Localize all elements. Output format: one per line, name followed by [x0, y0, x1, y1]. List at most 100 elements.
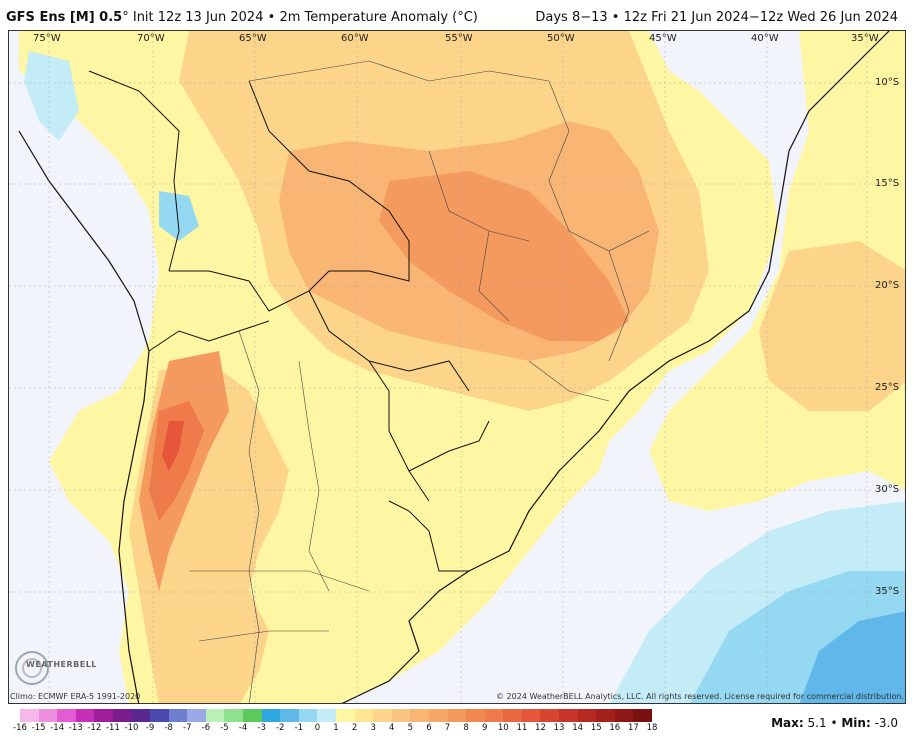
colorbar-cell: [187, 709, 207, 722]
colorbar-cell: [131, 709, 151, 722]
colorbar-cell: [38, 709, 58, 722]
country-borders: [88, 70, 490, 572]
lon-label-50w: 50°W: [547, 33, 575, 44]
colorbar-label: 15: [590, 723, 602, 733]
colorbar-cell: [75, 709, 95, 722]
colorbar-label: 7: [444, 723, 451, 733]
anomaly-area-andes-light-blue: [24, 51, 79, 141]
colorbar-cell: [521, 709, 541, 722]
colorbar-label: 1: [333, 723, 339, 733]
colorbar-cell: [373, 709, 393, 722]
colorbar-cell: [484, 709, 504, 722]
max-label: Max:: [771, 716, 804, 730]
climo-note: Climo: ECMWF ERA-5 1991-2020: [10, 692, 141, 701]
colorbar-label: 9: [481, 723, 488, 733]
colorbar-label: 11: [516, 723, 528, 733]
coastline: [18, 31, 890, 703]
lon-label-70w: 70°W: [137, 33, 165, 44]
colorbar-label: -4: [238, 723, 248, 733]
logo-text: WEATHERBELL: [26, 660, 97, 669]
lon-label-45w: 45°W: [649, 33, 677, 44]
title-separator: •: [267, 10, 276, 25]
anomaly-area-red: [162, 421, 184, 471]
variable-name: 2m Temperature Anomaly (°C): [279, 10, 478, 25]
colorbar-label: 4: [389, 723, 395, 733]
lat-label-35s: 35°S: [875, 586, 900, 597]
colorbar-cell: [57, 709, 77, 722]
colorbar-cell: [224, 709, 244, 722]
header: GFS Ens [M] 0.5° Init 12z 13 Jun 2024 • …: [0, 0, 914, 30]
stats: Max: 5.1 • Min: -3.0: [771, 716, 898, 730]
weatherbell-logo: WEATHERBELL: [12, 648, 96, 688]
anomaly-area-light-orange-sea: [759, 241, 905, 411]
colorbar-label: 14: [572, 723, 584, 733]
colorbar-cell: [577, 709, 597, 722]
lat-label-10s: 10°S: [875, 77, 900, 88]
anomaly-area-andes-blue: [159, 191, 199, 241]
lon-label-60w: 60°W: [341, 33, 369, 44]
colorbar-cell: [168, 709, 188, 722]
colorbar-labels: -16 -15 -14 -13 -12 -11 -10 -9 -8 -7 -6 -5 -4 -3 -2 -1 0…: [13, 723, 660, 735]
colorbar-label: -14: [50, 723, 65, 733]
degree-symbol: °: [122, 10, 129, 25]
colorbar-label: -6: [201, 723, 211, 733]
colorbar-label: 10: [497, 723, 509, 733]
anomaly-map: 75°W 70°W 65°W 60°W 55°W 50°W 45°W 40°W …: [8, 30, 906, 704]
colorbar-cell: [205, 709, 225, 722]
colorbar-cell: [243, 709, 263, 722]
colorbar-label: -2: [275, 723, 285, 733]
colorbar-cell: [559, 709, 579, 722]
colorbar-cell: [503, 709, 523, 722]
chart-title: GFS Ens [M] 0.5° Init 12z 13 Jun 2024 • …: [6, 10, 478, 25]
valid-period: Days 8−13 • 12z Fri 21 Jun 2024−12z Wed …: [535, 10, 898, 25]
colorbar-label: -12: [87, 723, 102, 733]
state-borders: [189, 60, 650, 703]
colorbar: [20, 709, 653, 722]
max-value: 5.1: [807, 716, 827, 730]
logo-swirl-icon: [15, 651, 49, 685]
colorbar-label: -9: [145, 723, 155, 733]
colorbar-label: 13: [553, 723, 565, 733]
lon-label-65w: 65°W: [239, 33, 267, 44]
lat-label-15s: 15°S: [875, 178, 900, 189]
colorbar-label: 18: [646, 723, 658, 733]
colorbar-label: 0: [314, 723, 321, 733]
colorbar-cell: [150, 709, 170, 722]
stats-separator: •: [830, 716, 838, 730]
colorbar-label: -11: [105, 723, 120, 733]
colorbar-label: -7: [183, 723, 192, 733]
colorbar-cell: [280, 709, 300, 722]
lat-label-30s: 30°S: [875, 484, 900, 495]
colorbar-cell: [466, 709, 486, 722]
colorbar-label: 3: [370, 723, 376, 733]
colorbar-label: 17: [627, 723, 639, 733]
colorbar-label: -8: [164, 723, 173, 733]
colorbar-cell: [428, 709, 449, 722]
colorbar-label: 2: [351, 723, 358, 733]
colorbar-label: 5: [407, 723, 414, 733]
colorbar-cell: [298, 709, 318, 722]
colorbar-cell: [317, 709, 337, 722]
colorbar-cell: [447, 709, 467, 722]
colorbar-label: 16: [609, 723, 621, 733]
colorbar-label: -15: [31, 723, 46, 733]
init-time: Init 12z 13 Jun 2024: [132, 10, 264, 25]
colorbar-label: -13: [68, 723, 83, 733]
map-canvas: [9, 31, 905, 703]
colorbar-label: 6: [426, 723, 432, 733]
lon-label-40w: 40°W: [751, 33, 779, 44]
colorbar-cell: [633, 709, 653, 722]
colorbar-cell: [354, 709, 374, 722]
model-name: GFS Ens [M] 0.5: [6, 10, 123, 25]
colorbar-cell: [596, 709, 616, 722]
colorbar-cell: [94, 709, 114, 722]
colorbar-cell: [614, 709, 634, 722]
colorbar-cell: [540, 709, 560, 722]
lat-label-20s: 20°S: [875, 280, 900, 291]
anomaly-area-deep-blue: [799, 611, 905, 703]
colorbar-cell: [336, 709, 356, 722]
min-label: Min:: [841, 716, 871, 730]
colorbar-label: 12: [535, 723, 546, 733]
colorbar-label: -3: [257, 723, 266, 733]
lon-label-35w: 35°W: [851, 33, 879, 44]
